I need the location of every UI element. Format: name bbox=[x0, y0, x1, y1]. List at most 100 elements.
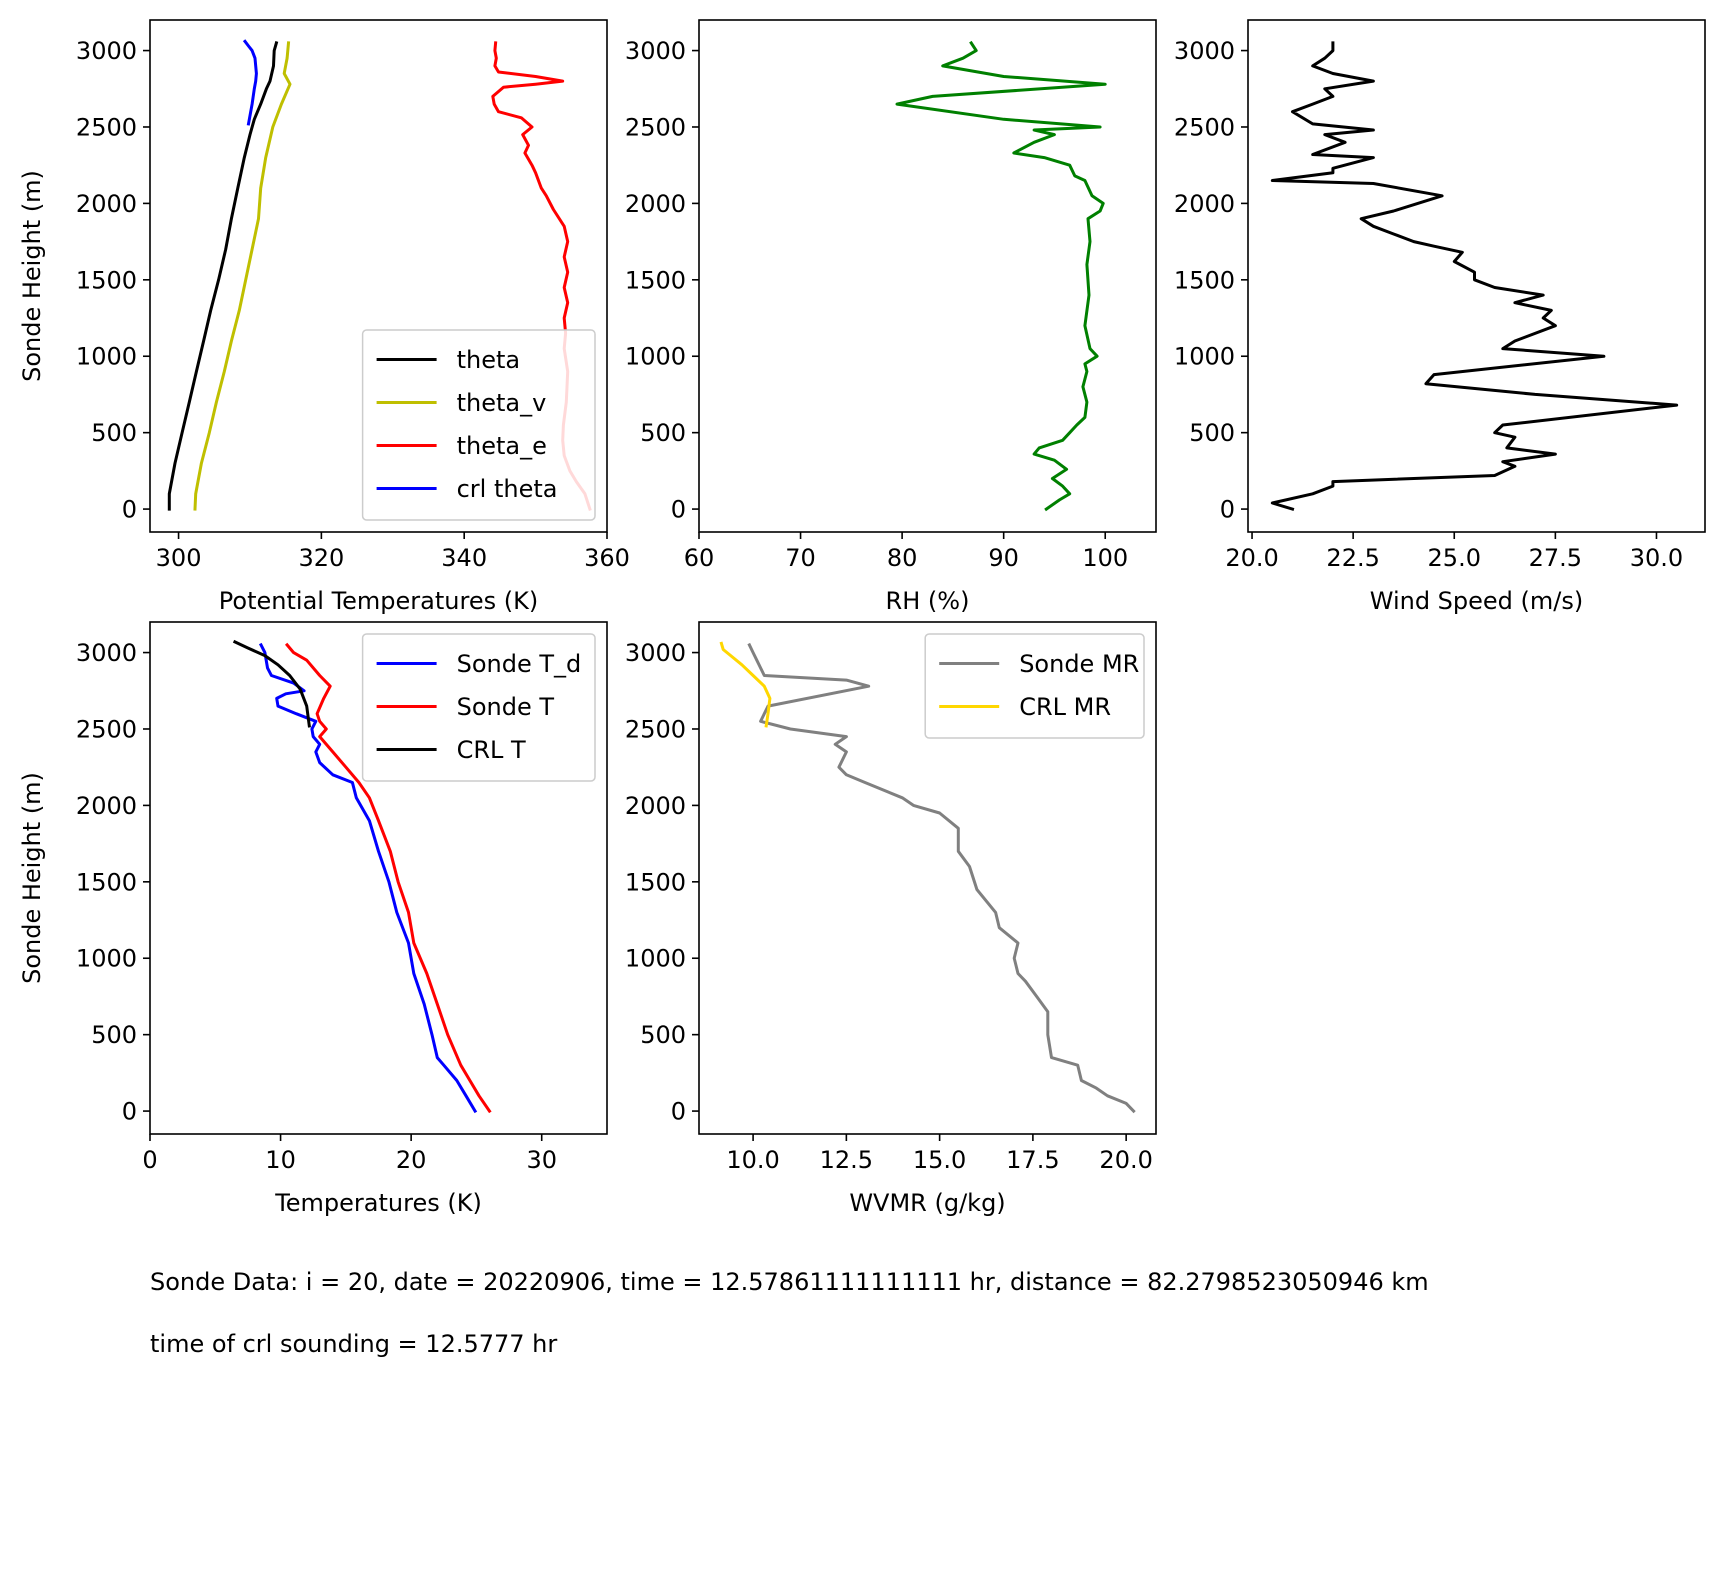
x-tick-label: 20.0 bbox=[1099, 1146, 1152, 1174]
x-tick-label: 80 bbox=[887, 544, 918, 572]
y-tick-label: 0 bbox=[122, 1098, 137, 1126]
y-tick-label: 1000 bbox=[625, 343, 686, 371]
y-tick-label: 2500 bbox=[76, 715, 137, 743]
legend-label: theta_v bbox=[457, 389, 547, 417]
chart-temperatures: 0 10 20 30 0 500 1000 1500 2000 2500 3000 Temperatu… bbox=[18, 621, 608, 1217]
y-tick-label: 1000 bbox=[625, 945, 686, 973]
legend-box bbox=[924, 633, 1145, 739]
y-tick-label: 1500 bbox=[1174, 266, 1235, 294]
y-tick-label: 3000 bbox=[1174, 37, 1235, 65]
y-tick-label: 0 bbox=[671, 1098, 686, 1126]
y-tick-label: 1500 bbox=[625, 266, 686, 294]
y-tick-label: 2500 bbox=[625, 715, 686, 743]
x-tick-label: 10 bbox=[265, 1146, 296, 1174]
legend-label: theta_e bbox=[457, 432, 547, 460]
series-line-crl-theta bbox=[242, 39, 258, 126]
series-line-sonde-t bbox=[284, 642, 492, 1114]
series-line-crl-t bbox=[232, 639, 311, 728]
x-axis-label: Temperatures (K) bbox=[274, 1189, 482, 1217]
legend-box bbox=[361, 633, 596, 782]
y-tick-label: 1000 bbox=[76, 343, 137, 371]
x-tick-label: 0 bbox=[142, 1146, 157, 1174]
legend-label: Sonde MR bbox=[1019, 650, 1139, 678]
x-tick-label: 30.0 bbox=[1630, 544, 1683, 572]
y-tick-label: 1500 bbox=[76, 868, 137, 896]
x-axis-label: WVMR (g/kg) bbox=[849, 1189, 1005, 1217]
y-tick-label: 500 bbox=[1189, 419, 1235, 447]
y-tick-label: 2500 bbox=[1174, 113, 1235, 141]
x-tick-label: 30 bbox=[526, 1146, 557, 1174]
x-tick-label: 70 bbox=[785, 544, 816, 572]
legend-label: theta bbox=[457, 346, 521, 374]
x-tick-label: 22.5 bbox=[1326, 544, 1379, 572]
y-tick-label: 2000 bbox=[625, 190, 686, 218]
y-tick-label: 0 bbox=[122, 496, 137, 524]
y-tick-label: 1500 bbox=[76, 266, 137, 294]
legend-label: Sonde T bbox=[457, 693, 555, 721]
x-tick-label: 10.0 bbox=[726, 1146, 779, 1174]
x-axis-label: RH (%) bbox=[886, 587, 970, 615]
legend: Sonde T_d Sonde T CRL T bbox=[361, 633, 596, 782]
y-tick-label: 3000 bbox=[625, 37, 686, 65]
axes-frame bbox=[149, 621, 608, 1135]
x-axis-label: Potential Temperatures (K) bbox=[219, 587, 538, 615]
y-axis-label: Sonde Height (m) bbox=[18, 772, 46, 984]
crl-sounding-time-caption: time of crl sounding = 12.5777 hr bbox=[150, 1330, 558, 1358]
series-line-crl-mr bbox=[719, 641, 772, 728]
y-tick-label: 3000 bbox=[625, 639, 686, 667]
x-tick-label: 15.0 bbox=[913, 1146, 966, 1174]
legend-label: crl theta bbox=[457, 475, 558, 503]
y-tick-label: 500 bbox=[91, 1021, 137, 1049]
x-tick-label: 27.5 bbox=[1529, 544, 1582, 572]
legend-label: Sonde T_d bbox=[457, 650, 582, 678]
series-line-sonde-mr bbox=[747, 642, 1136, 1114]
x-tick-label: 340 bbox=[441, 544, 487, 572]
chart-wvmr: 10.0 12.5 15.0 17.5 20.0 0 500 1000 1500 2000 2500… bbox=[625, 621, 1157, 1217]
x-tick-label: 360 bbox=[584, 544, 630, 572]
y-tick-label: 2000 bbox=[625, 792, 686, 820]
y-tick-label: 2000 bbox=[76, 190, 137, 218]
y-tick-label: 1500 bbox=[625, 868, 686, 896]
y-tick-label: 500 bbox=[91, 419, 137, 447]
series-line-theta-v bbox=[193, 41, 292, 511]
axes-frame bbox=[698, 19, 1157, 533]
y-tick-label: 2000 bbox=[1174, 190, 1235, 218]
legend-box bbox=[361, 329, 596, 521]
x-tick-label: 20 bbox=[396, 1146, 427, 1174]
x-tick-label: 20.0 bbox=[1225, 544, 1278, 572]
y-tick-label: 1000 bbox=[76, 945, 137, 973]
x-tick-label: 90 bbox=[988, 544, 1019, 572]
axes-frame bbox=[698, 621, 1157, 1135]
axes-frame bbox=[149, 19, 608, 533]
y-tick-label: 3000 bbox=[76, 639, 137, 667]
sonde-data-caption: Sonde Data: i = 20, date = 20220906, tim… bbox=[150, 1268, 1429, 1296]
x-tick-label: 25.0 bbox=[1428, 544, 1481, 572]
x-tick-label: 17.5 bbox=[1006, 1146, 1059, 1174]
x-tick-label: 300 bbox=[156, 544, 202, 572]
y-tick-label: 1000 bbox=[1174, 343, 1235, 371]
y-tick-label: 0 bbox=[671, 496, 686, 524]
x-tick-label: 12.5 bbox=[820, 1146, 873, 1174]
legend-label: CRL MR bbox=[1019, 693, 1111, 721]
chart-potential-temperatures: 300 320 340 360 0 500 1000 1500 2000 2500 3000 Pote… bbox=[18, 19, 630, 615]
legend-label: CRL T bbox=[457, 736, 526, 764]
y-tick-label: 2500 bbox=[625, 113, 686, 141]
y-tick-label: 2500 bbox=[76, 113, 137, 141]
y-axis-label: Sonde Height (m) bbox=[18, 170, 46, 382]
y-tick-label: 2000 bbox=[76, 792, 137, 820]
x-tick-label: 320 bbox=[298, 544, 344, 572]
y-tick-label: 500 bbox=[640, 419, 686, 447]
x-tick-label: 100 bbox=[1082, 544, 1128, 572]
chart-wind-speed: 20.0 22.5 25.0 27.5 30.0 0 500 1000 1500 2000 2500… bbox=[1174, 19, 1706, 615]
legend: Sonde MR CRL MR bbox=[924, 633, 1145, 739]
x-tick-label: 60 bbox=[684, 544, 715, 572]
series-line-theta bbox=[167, 41, 279, 511]
x-axis-label: Wind Speed (m/s) bbox=[1370, 587, 1584, 615]
y-tick-label: 500 bbox=[640, 1021, 686, 1049]
series-line-line-0 bbox=[1270, 41, 1679, 511]
series-line-line-0 bbox=[895, 40, 1107, 512]
y-tick-label: 0 bbox=[1220, 496, 1235, 524]
